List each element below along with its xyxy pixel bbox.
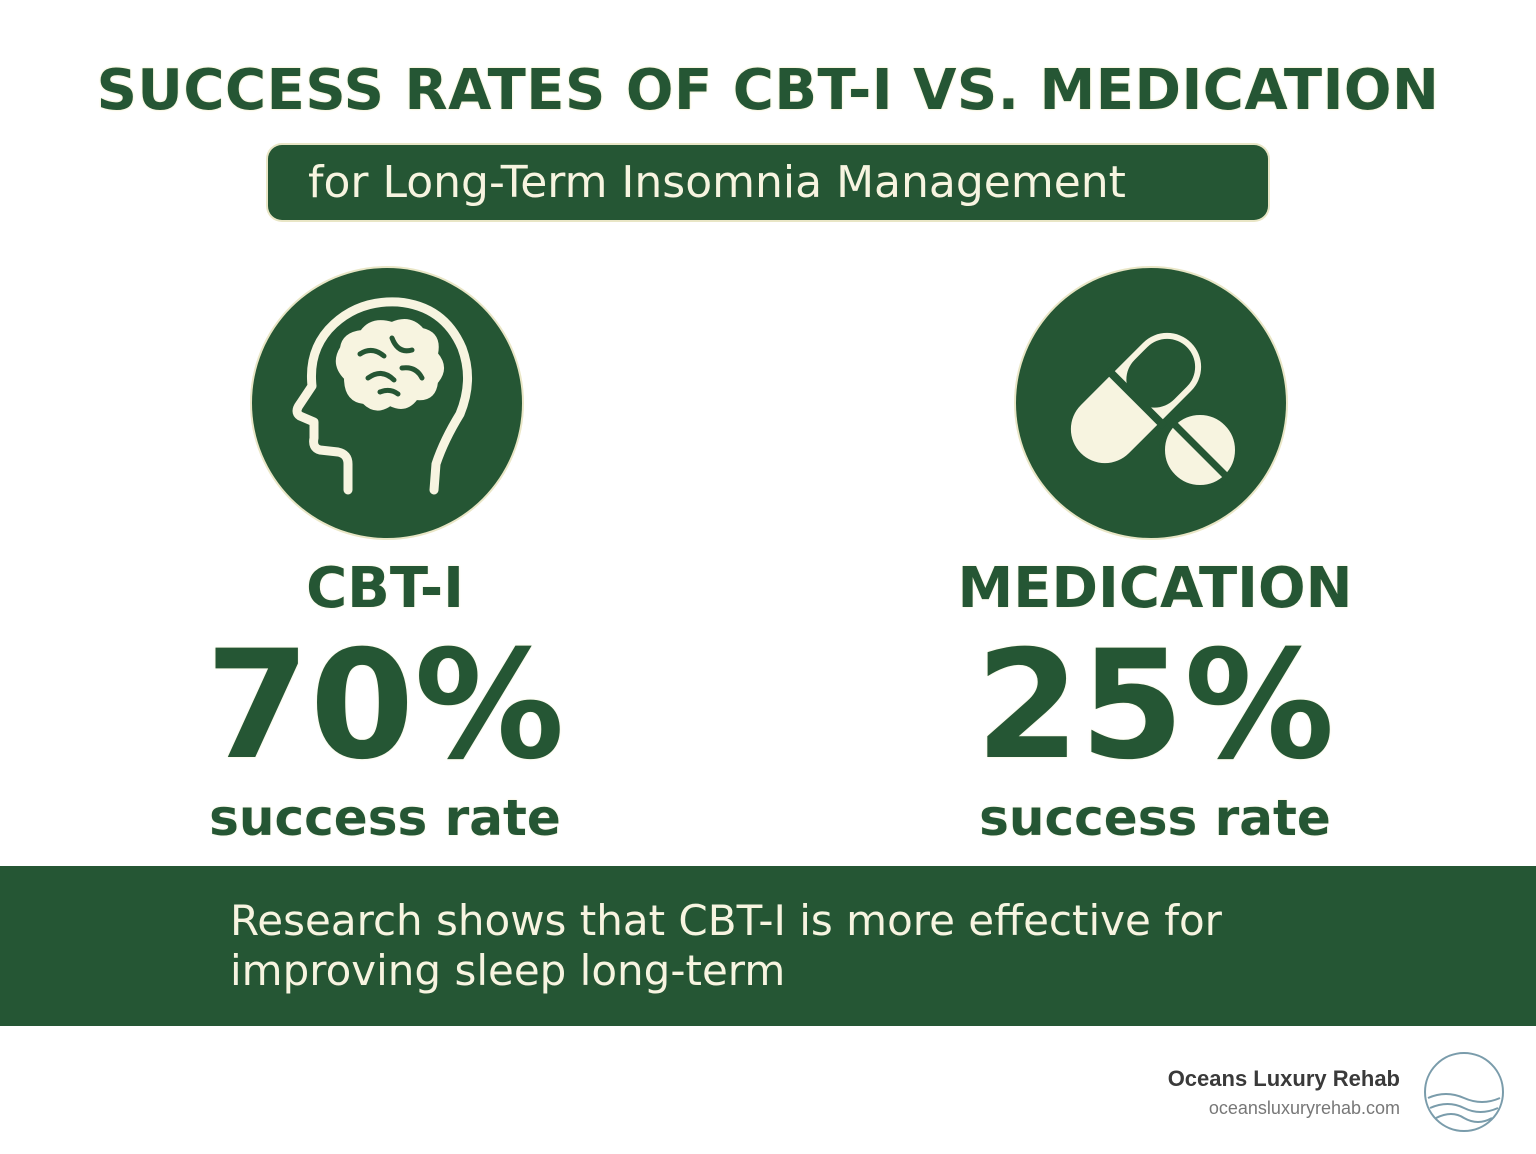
page-title: SUCCESS RATES OF CBT-I VS. MEDICATION xyxy=(96,58,1440,123)
medication-label: MEDICATION xyxy=(957,556,1353,621)
head-brain-icon xyxy=(252,268,522,538)
medication-column: MEDICATION 25% success rate xyxy=(950,556,1360,847)
summary-banner: Research shows that CBT-I is more effect… xyxy=(0,866,1536,1026)
medication-caption: success rate xyxy=(979,789,1331,847)
cbti-percent: 70% xyxy=(205,619,565,793)
cbti-label: CBT-I xyxy=(306,556,464,621)
pill-capsule-icon xyxy=(1016,268,1286,538)
ocean-wave-logo-icon xyxy=(1422,1050,1506,1138)
subtitle-pill: for Long-Term Insomnia Management xyxy=(268,145,1268,220)
brand-name: Oceans Luxury Rehab xyxy=(1167,1066,1400,1091)
medication-percent: 25% xyxy=(975,619,1335,793)
subtitle-text: for Long-Term Insomnia Management xyxy=(308,157,1126,208)
cbti-column: CBT-I 70% success rate xyxy=(190,556,580,847)
summary-text: Research shows that CBT-I is more effect… xyxy=(230,896,1222,995)
brand-url[interactable]: oceansluxuryrehab.com xyxy=(1208,1098,1400,1118)
cbti-caption: success rate xyxy=(209,789,561,847)
